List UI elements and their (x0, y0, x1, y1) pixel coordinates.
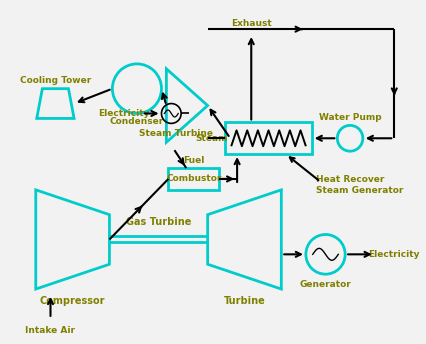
Text: Gas Turbine: Gas Turbine (126, 217, 191, 227)
Text: Water Pump: Water Pump (318, 113, 380, 122)
Text: Electricity: Electricity (368, 250, 419, 259)
Bar (225, 122, 311, 154)
Text: Cooling Tower: Cooling Tower (20, 76, 91, 85)
Text: Heat Recover
Steam Generator: Heat Recover Steam Generator (315, 175, 402, 195)
Text: Steam: Steam (195, 134, 227, 143)
Text: Combustor: Combustor (166, 174, 221, 183)
Text: Turbine: Turbine (223, 296, 265, 306)
Text: Fuel: Fuel (183, 155, 204, 164)
Text: Steam Turbine: Steam Turbine (139, 129, 213, 138)
Text: Compressor: Compressor (40, 296, 105, 306)
Text: Exhaust: Exhaust (230, 19, 271, 28)
Text: Condenser: Condenser (109, 117, 164, 126)
Text: Generator: Generator (299, 280, 351, 289)
Bar (168, 168, 219, 190)
Text: Intake Air: Intake Air (26, 326, 75, 335)
Text: Electricity: Electricity (98, 109, 150, 118)
